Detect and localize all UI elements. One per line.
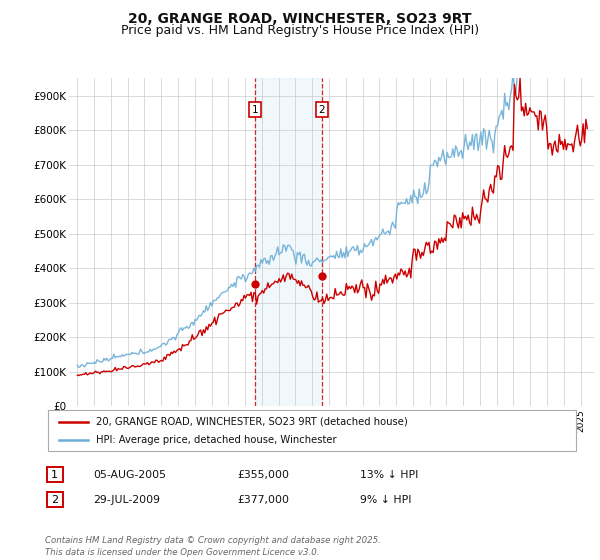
Text: £377,000: £377,000 (237, 494, 289, 505)
Text: HPI: Average price, detached house, Winchester: HPI: Average price, detached house, Winc… (95, 435, 336, 445)
Text: 20, GRANGE ROAD, WINCHESTER, SO23 9RT (detached house): 20, GRANGE ROAD, WINCHESTER, SO23 9RT (d… (95, 417, 407, 427)
Text: £355,000: £355,000 (237, 470, 289, 480)
Text: 20, GRANGE ROAD, WINCHESTER, SO23 9RT: 20, GRANGE ROAD, WINCHESTER, SO23 9RT (128, 12, 472, 26)
Text: 29-JUL-2009: 29-JUL-2009 (93, 494, 160, 505)
Bar (47, 468, 62, 482)
Bar (47, 492, 62, 507)
Text: 2: 2 (51, 494, 58, 505)
Text: 2: 2 (319, 105, 325, 115)
Text: 9% ↓ HPI: 9% ↓ HPI (360, 494, 412, 505)
Text: Price paid vs. HM Land Registry's House Price Index (HPI): Price paid vs. HM Land Registry's House … (121, 24, 479, 36)
Text: Contains HM Land Registry data © Crown copyright and database right 2025.
This d: Contains HM Land Registry data © Crown c… (45, 536, 381, 557)
Text: 13% ↓ HPI: 13% ↓ HPI (360, 470, 418, 480)
Text: 1: 1 (251, 105, 258, 115)
Text: 1: 1 (51, 470, 58, 480)
Bar (255, 78, 322, 406)
Text: 05-AUG-2005: 05-AUG-2005 (93, 470, 166, 480)
